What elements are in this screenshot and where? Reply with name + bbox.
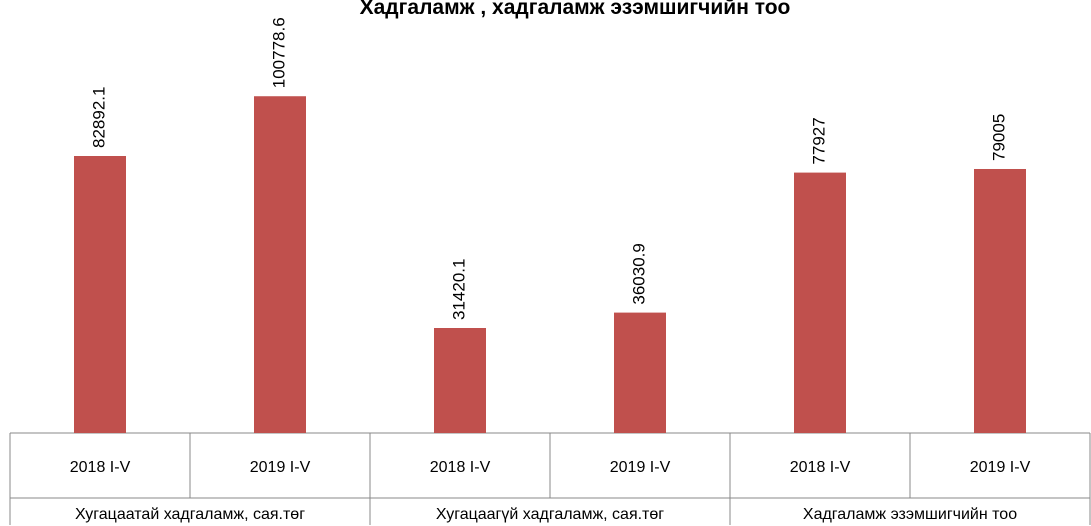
- bar: [74, 156, 126, 433]
- group-label: Хугацаагүй хадгаламж, сая.төг: [436, 506, 664, 523]
- value-label: 79005: [989, 114, 1008, 161]
- value-label: 82892.1: [89, 87, 108, 148]
- group-label: Хадгаламж эзэмшигчийн тоо: [803, 506, 1017, 523]
- chart-title: Хадгаламж , хадгаламж эзэмшигчийн тоо: [360, 0, 791, 19]
- value-label: 77927: [809, 117, 828, 164]
- value-label: 36030.9: [629, 243, 648, 304]
- bar: [254, 96, 306, 434]
- x-tick-label: 2019 I-V: [970, 459, 1031, 476]
- bar: [614, 312, 666, 433]
- bar: [434, 328, 486, 433]
- x-tick-label: 2018 I-V: [790, 459, 851, 476]
- x-tick-label: 2019 I-V: [610, 459, 671, 476]
- value-label: 100778.6: [269, 17, 288, 88]
- x-tick-label: 2018 I-V: [430, 459, 491, 476]
- bar: [974, 168, 1026, 433]
- x-tick-label: 2018 I-V: [70, 459, 131, 476]
- group-label: Хугацаатай хадгаламж, сая.төг: [75, 506, 305, 523]
- x-tick-label: 2019 I-V: [250, 459, 311, 476]
- bar: [794, 172, 846, 434]
- value-label: 31420.1: [449, 259, 468, 320]
